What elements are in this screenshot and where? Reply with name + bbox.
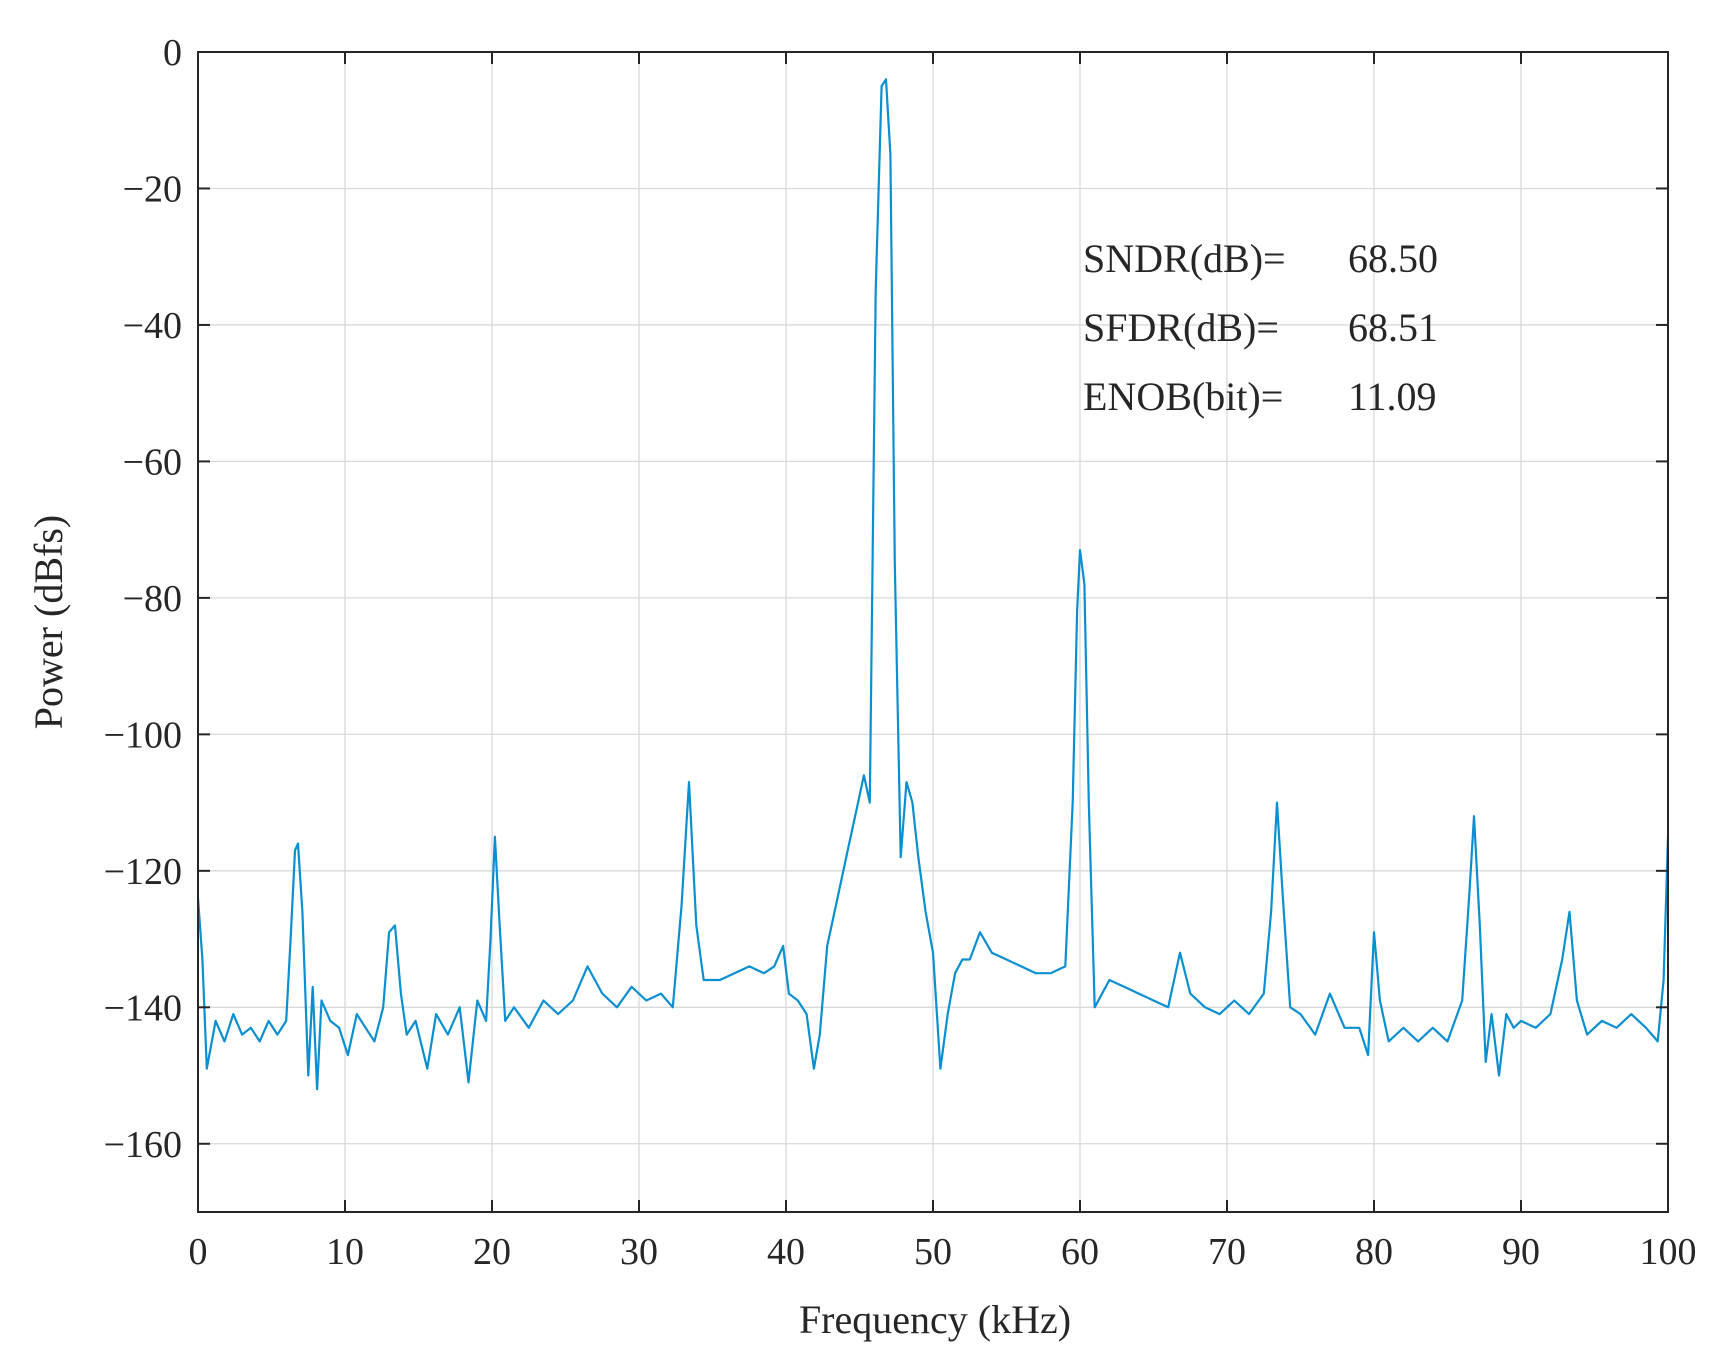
- x-tick-label: 40: [767, 1231, 805, 1273]
- y-axis-label: Power (dBfs): [26, 515, 71, 729]
- x-tick-labels: 0 10 20 30 40 50 60 70 80 90 100: [189, 1231, 1697, 1273]
- y-tick-labels: 0 −20 −40 −60 −80 −100 −120 −140 −160: [104, 32, 182, 1166]
- y-tick-label: −100: [104, 714, 182, 756]
- y-tick-label: −40: [123, 305, 182, 347]
- x-tick-label: 30: [620, 1231, 658, 1273]
- x-tick-label: 10: [326, 1231, 364, 1273]
- x-tick-label: 70: [1208, 1231, 1246, 1273]
- x-tick-label: 50: [914, 1231, 952, 1273]
- sfdr-value: 68.51: [1348, 305, 1438, 350]
- x-tick-label: 20: [473, 1231, 511, 1273]
- x-axis-label: Frequency (kHz): [799, 1297, 1071, 1342]
- y-tick-label: −140: [104, 987, 182, 1029]
- axis-ticks: [197, 51, 1669, 1212]
- x-tick-label: 100: [1640, 1231, 1697, 1273]
- enob-value: 11.09: [1348, 374, 1437, 419]
- enob-label: ENOB(bit)=: [1083, 374, 1283, 419]
- y-tick-label: −160: [104, 1124, 182, 1166]
- sndr-value: 68.50: [1348, 236, 1438, 281]
- y-tick-label: −80: [123, 578, 182, 620]
- y-tick-label: 0: [163, 32, 182, 74]
- x-tick-label: 90: [1502, 1231, 1540, 1273]
- x-tick-label: 60: [1061, 1231, 1099, 1273]
- y-tick-label: −120: [104, 851, 182, 893]
- y-tick-label: −60: [123, 441, 182, 483]
- x-tick-label: 0: [189, 1231, 208, 1273]
- sndr-label: SNDR(dB)=: [1083, 236, 1286, 281]
- sfdr-label: SFDR(dB)=: [1083, 305, 1279, 350]
- power-spectrum-line: [196, 78, 1670, 1091]
- metrics-annotation: SNDR(dB)= 68.50 SFDR(dB)= 68.51 ENOB(bit…: [1083, 236, 1438, 419]
- y-tick-label: −20: [123, 168, 182, 210]
- x-tick-label: 80: [1355, 1231, 1393, 1273]
